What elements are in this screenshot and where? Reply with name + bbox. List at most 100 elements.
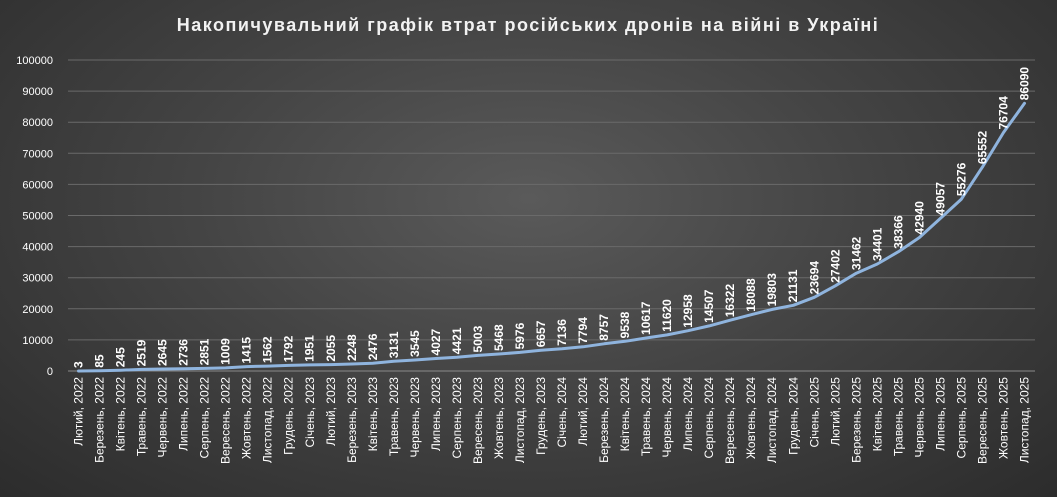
data-label: 1951 — [303, 335, 317, 362]
y-tick-label: 90000 — [22, 86, 53, 98]
x-tick-label: Травень, 2024 — [639, 377, 653, 456]
data-label: 3131 — [387, 331, 401, 358]
data-label: 9538 — [618, 311, 632, 338]
x-tick-label: Серпень, 2025 — [954, 377, 968, 459]
x-tick-label: Серпень, 2023 — [450, 377, 464, 459]
data-label: 1792 — [282, 335, 296, 362]
x-tick-label: Серпень, 2022 — [198, 377, 212, 459]
x-tick-label: Липень, 2023 — [429, 377, 443, 451]
x-tick-label: Листопад, 2024 — [765, 377, 779, 463]
x-tick-label: Березень, 2025 — [849, 377, 863, 463]
x-tick-label: Березень, 2023 — [345, 377, 359, 463]
x-tick-label: Липень, 2022 — [177, 377, 191, 451]
data-label: 34401 — [870, 227, 884, 261]
x-tick-label: Квітень, 2022 — [114, 377, 128, 452]
data-label: 38366 — [891, 215, 905, 249]
x-tick-label: Квітень, 2025 — [870, 377, 884, 452]
data-label: 3 — [72, 361, 86, 368]
y-tick-label: 60000 — [22, 179, 53, 191]
data-label: 12958 — [681, 294, 695, 328]
x-tick-label: Липень, 2024 — [681, 377, 695, 451]
y-axis-ticks: 0 10000 20000 30000 40000 50000 60000 70000 8000… — [16, 55, 53, 378]
x-tick-label: Червень, 2025 — [912, 377, 926, 458]
x-tick-label: Травень, 2025 — [891, 377, 905, 456]
data-label: 1562 — [261, 336, 275, 363]
x-tick-label: Грудень, 2022 — [282, 377, 296, 455]
y-tick-label: 10000 — [22, 335, 53, 347]
data-label: 6657 — [534, 320, 548, 347]
x-tick-label: Грудень, 2023 — [534, 377, 548, 455]
x-tick-label: Лютий, 2022 — [72, 377, 86, 446]
x-tick-label: Червень, 2023 — [408, 377, 422, 458]
x-tick-label: Листопад, 2022 — [261, 377, 275, 463]
data-label: 8757 — [597, 314, 611, 341]
y-tick-label: 100000 — [16, 55, 53, 67]
x-tick-label: Січень, 2025 — [807, 377, 821, 448]
x-tick-label: Травень, 2023 — [387, 377, 401, 456]
data-label: 4027 — [429, 328, 443, 355]
data-label: 5976 — [513, 322, 527, 349]
data-label: 1009 — [219, 338, 233, 365]
data-label: 5003 — [471, 325, 485, 352]
data-label: 65552 — [975, 130, 989, 164]
x-tick-label: Березень, 2022 — [93, 377, 107, 463]
data-label: 16322 — [723, 284, 737, 318]
chart-title: Накопичувальний графік втрат російських … — [177, 15, 880, 35]
data-label: 245 — [114, 347, 128, 367]
data-label: 4421 — [450, 327, 464, 354]
x-tick-label: Листопад, 2023 — [513, 377, 527, 463]
data-label: 14507 — [702, 289, 716, 323]
y-tick-label: 30000 — [22, 273, 53, 285]
y-tick-label: 40000 — [22, 242, 53, 254]
x-tick-label: Квітень, 2023 — [366, 377, 380, 452]
x-tick-label: Лютий, 2025 — [828, 377, 842, 446]
x-tick-label: Травень, 2022 — [135, 377, 149, 456]
y-tick-label: 80000 — [22, 117, 53, 129]
data-label: 42940 — [912, 201, 926, 235]
data-label: 7794 — [576, 317, 590, 344]
x-tick-label: Вересень, 2025 — [975, 377, 989, 464]
data-label: 2519 — [135, 339, 149, 366]
x-tick-label: Жовтень, 2023 — [492, 377, 506, 459]
y-tick-label: 50000 — [22, 211, 53, 223]
data-label: 5468 — [492, 324, 506, 351]
data-label: 31462 — [849, 236, 863, 270]
data-label: 86090 — [1017, 67, 1031, 101]
data-label: 2476 — [366, 333, 380, 360]
data-label: 3545 — [408, 330, 422, 357]
data-label: 55276 — [954, 162, 968, 196]
data-labels: 3 85 245 2519 2645 2736 2851 1009 1415 1562 1792 19… — [72, 67, 1032, 368]
x-tick-label: Вересень, 2024 — [723, 377, 737, 464]
x-tick-label: Червень, 2022 — [156, 377, 170, 458]
data-label: 23694 — [807, 261, 821, 295]
y-tick-label: 0 — [47, 366, 53, 378]
y-tick-label: 20000 — [22, 304, 53, 316]
data-label: 11620 — [660, 299, 674, 332]
x-tick-label: Січень, 2023 — [303, 377, 317, 448]
x-tick-label: Березень, 2024 — [597, 377, 611, 463]
data-label: 1415 — [240, 337, 254, 364]
x-tick-label: Липень, 2025 — [933, 377, 947, 451]
x-tick-label: Червень, 2024 — [660, 377, 674, 458]
data-label: 19803 — [765, 273, 779, 307]
x-tick-label: Жовтень, 2024 — [744, 377, 758, 459]
data-label: 85 — [93, 354, 107, 368]
x-tick-label: Листопад, 2025 — [1017, 377, 1031, 463]
data-label: 27402 — [828, 249, 842, 283]
data-label: 2736 — [177, 339, 191, 366]
data-label: 76704 — [996, 96, 1010, 130]
data-label: 10617 — [639, 301, 653, 335]
x-tick-label: Грудень, 2024 — [786, 377, 800, 455]
x-tick-label: Серпень, 2024 — [702, 377, 716, 459]
series-line — [77, 101, 1026, 373]
x-axis-ticks: Лютий, 2022 Березень, 2022 Квітень, 2022 Тр… — [72, 377, 1032, 464]
x-tick-label: Жовтень, 2025 — [996, 377, 1010, 459]
x-tick-label: Лютий, 2023 — [324, 377, 338, 446]
data-label: 21131 — [786, 269, 800, 302]
y-tick-label: 70000 — [22, 148, 53, 160]
x-tick-label: Вересень, 2023 — [471, 377, 485, 464]
data-label: 2645 — [156, 339, 170, 366]
x-tick-label: Жовтень, 2022 — [240, 377, 254, 459]
